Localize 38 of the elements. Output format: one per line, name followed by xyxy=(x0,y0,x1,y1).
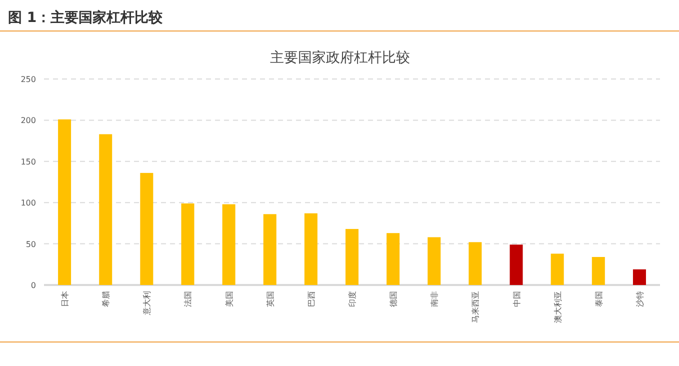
bar xyxy=(386,233,400,285)
bar xyxy=(58,119,72,285)
chart-subtitle: 主要国家政府杠杆比较 xyxy=(270,50,410,66)
bar xyxy=(632,269,646,285)
x-tick-label: 马来西亚 xyxy=(471,291,480,323)
bar xyxy=(510,244,523,285)
bar xyxy=(304,213,318,285)
y-tick-label: 100 xyxy=(20,198,36,208)
x-tick-label: 意大利 xyxy=(142,291,152,316)
x-tick-label: 巴西 xyxy=(306,291,316,307)
x-tick-label: 中国 xyxy=(512,291,522,307)
x-tick-label: 希腊 xyxy=(102,291,111,307)
bar xyxy=(468,242,482,285)
y-tick-label: 0 xyxy=(30,281,36,290)
x-tick-label: 泰国 xyxy=(594,291,604,307)
bar xyxy=(222,204,236,285)
bar xyxy=(592,256,605,285)
x-tick-label: 南非 xyxy=(430,291,440,307)
bar xyxy=(550,254,564,285)
bar xyxy=(346,228,358,285)
x-tick-label: 澳大利亚 xyxy=(553,291,562,323)
x-tick-label: 沙特 xyxy=(635,291,644,307)
bar xyxy=(99,134,112,285)
y-tick-label: 150 xyxy=(20,157,36,166)
x-tick-label: 美国 xyxy=(224,291,234,307)
chart-title: 图 1：主要国家杠杆比较 xyxy=(8,9,164,26)
bar xyxy=(428,237,441,285)
x-tick-label: 日本 xyxy=(60,291,70,307)
bar xyxy=(181,203,194,285)
bar xyxy=(263,214,276,285)
bar xyxy=(140,172,154,285)
x-tick-label: 印度 xyxy=(348,291,357,307)
y-tick-label: 200 xyxy=(20,116,36,126)
x-tick-label: 法国 xyxy=(184,291,193,307)
x-tick-label: 英国 xyxy=(266,291,275,307)
x-tick-label: 德国 xyxy=(389,291,398,307)
y-tick-label: 250 xyxy=(20,75,36,84)
y-tick-label: 50 xyxy=(26,240,36,249)
